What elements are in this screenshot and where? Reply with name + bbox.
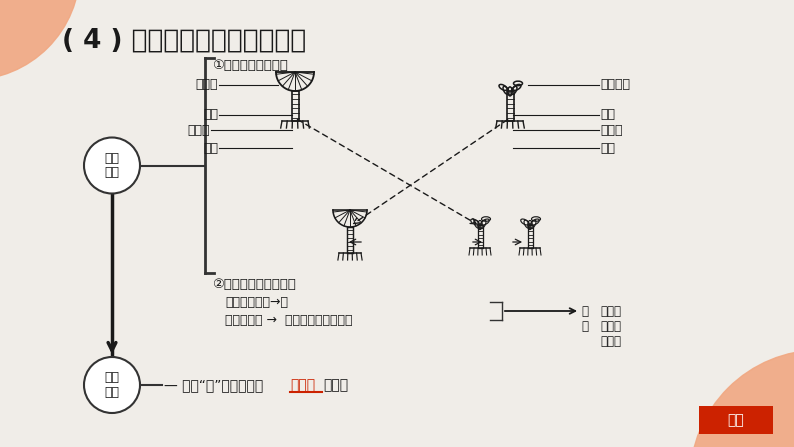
Circle shape [690,350,794,447]
Text: — 伞藻“帽”的形状是由: — 伞藻“帽”的形状是由 [164,378,264,392]
Text: 实验
过程: 实验 过程 [105,152,120,180]
Text: 答案: 答案 [727,413,745,427]
Text: 实验
结论: 实验 结论 [105,371,120,399]
Text: 伞形帽伞藻 →  去掉帽和核后的部分: 伞形帽伞藻 → 去掉帽和核后的部分 [225,314,353,327]
FancyBboxPatch shape [699,406,773,434]
Text: 菊花形帽: 菊花形帽 [600,79,630,92]
Circle shape [84,138,140,194]
Text: 细胞核: 细胞核 [187,123,210,136]
Circle shape [84,357,140,413]
Text: ①伞藻娶接实验过程: ①伞藻娶接实验过程 [212,59,288,72]
Text: 细胞核: 细胞核 [600,123,622,136]
Text: 控制的: 控制的 [323,378,349,392]
Text: 伞形帽: 伞形帽 [195,79,218,92]
Text: 移
植: 移 植 [581,305,588,333]
Text: 假根: 假根 [600,142,615,155]
Text: 伞柄: 伞柄 [600,109,615,122]
Circle shape [0,0,80,80]
Text: 菊花形帽伞藻→核: 菊花形帽伞藻→核 [225,296,288,309]
Text: ②伞藻核移植实验过程: ②伞藻核移植实验过程 [212,278,296,291]
Text: 发育为
菊花形
帽伞藻: 发育为 菊花形 帽伞藻 [600,305,621,348]
Text: 细胞核: 细胞核 [290,378,315,392]
Text: 假根: 假根 [203,142,218,155]
Text: ( 4 ) 伞藻的娶接与核移植实验: ( 4 ) 伞藻的娶接与核移植实验 [62,28,306,54]
Text: 伞柄: 伞柄 [203,109,218,122]
